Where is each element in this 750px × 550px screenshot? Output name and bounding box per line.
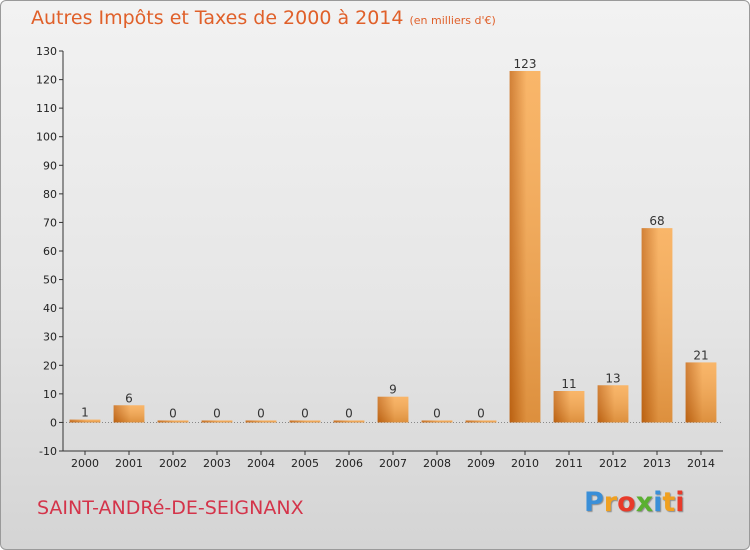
logo-letter: r xyxy=(603,487,618,518)
bar-shade xyxy=(553,391,585,423)
y-tick-label: 90 xyxy=(43,159,57,172)
commune-name: SAINT-ANDRé-DE-SEIGNANX xyxy=(37,497,304,519)
data-label: 0 xyxy=(477,406,485,420)
data-label: 6 xyxy=(125,391,133,405)
x-tick-label: 2000 xyxy=(71,457,99,470)
x-tick-label: 2007 xyxy=(379,457,407,470)
data-label: 68 xyxy=(649,214,664,228)
chart-subtitle: (en milliers d'€) xyxy=(409,14,496,27)
x-tick-label: 2012 xyxy=(599,457,627,470)
x-tick-label: 2002 xyxy=(159,457,187,470)
chart-title: Autres Impôts et Taxes de 2000 à 2014 (en… xyxy=(31,7,496,29)
logo-letter: i xyxy=(675,487,685,518)
x-tick-label: 2003 xyxy=(203,457,231,470)
y-tick-label: 110 xyxy=(36,102,57,115)
logo-letter: t xyxy=(662,487,676,518)
y-tick-label: 10 xyxy=(43,388,57,401)
data-label: 0 xyxy=(433,406,441,420)
y-tick-label: -10 xyxy=(39,445,57,458)
x-tick-label: 2014 xyxy=(687,457,715,470)
bar-shade xyxy=(377,396,409,423)
x-tick-label: 2006 xyxy=(335,457,363,470)
proxiti-logo: Proxiti xyxy=(584,487,685,518)
data-label: 11 xyxy=(561,377,576,391)
bar-shade xyxy=(333,420,365,423)
y-tick-label: 40 xyxy=(43,302,57,315)
bar-shade xyxy=(289,420,321,423)
x-tick-label: 2008 xyxy=(423,457,451,470)
data-label: 21 xyxy=(693,348,708,362)
chart-title-text: Autres Impôts et Taxes de 2000 à 2014 xyxy=(31,7,404,29)
y-tick-label: 100 xyxy=(36,131,57,144)
logo-letter: x xyxy=(635,487,654,518)
bar-shade xyxy=(597,385,629,423)
bar-shade xyxy=(641,228,673,423)
y-tick-label: 70 xyxy=(43,216,57,229)
data-label: 0 xyxy=(301,406,309,420)
y-tick-label: 80 xyxy=(43,188,57,201)
bar-shade xyxy=(509,71,541,423)
data-label: 0 xyxy=(169,406,177,420)
y-tick-label: 20 xyxy=(43,359,57,372)
bar-shade xyxy=(685,362,717,423)
y-tick-label: 0 xyxy=(50,416,57,429)
bar-shade xyxy=(113,405,145,423)
logo-letter: i xyxy=(653,487,663,518)
data-label: 123 xyxy=(514,57,537,71)
data-label: 13 xyxy=(605,371,620,385)
x-tick-label: 2013 xyxy=(643,457,671,470)
bar-shade xyxy=(465,420,497,423)
y-tick-label: 30 xyxy=(43,331,57,344)
bar-shade xyxy=(69,419,101,423)
data-label: 0 xyxy=(213,406,221,420)
data-label: 9 xyxy=(389,383,397,397)
logo-letter: o xyxy=(617,487,636,518)
x-tick-label: 2004 xyxy=(247,457,275,470)
x-tick-label: 2011 xyxy=(555,457,583,470)
y-tick-label: 120 xyxy=(36,74,57,87)
bar-shade xyxy=(201,420,233,423)
y-tick-label: 50 xyxy=(43,274,57,287)
data-label: 1 xyxy=(81,406,89,420)
x-tick-label: 2010 xyxy=(511,457,539,470)
bar-shade xyxy=(421,420,453,423)
data-label: 0 xyxy=(257,406,265,420)
logo-letter: P xyxy=(584,487,604,518)
bar-shade xyxy=(245,420,277,423)
bar-shade xyxy=(157,420,189,423)
y-tick-label: 60 xyxy=(43,245,57,258)
x-tick-label: 2009 xyxy=(467,457,495,470)
data-label: 0 xyxy=(345,406,353,420)
x-tick-label: 2001 xyxy=(115,457,143,470)
y-tick-label: 130 xyxy=(36,45,57,58)
x-tick-label: 2005 xyxy=(291,457,319,470)
